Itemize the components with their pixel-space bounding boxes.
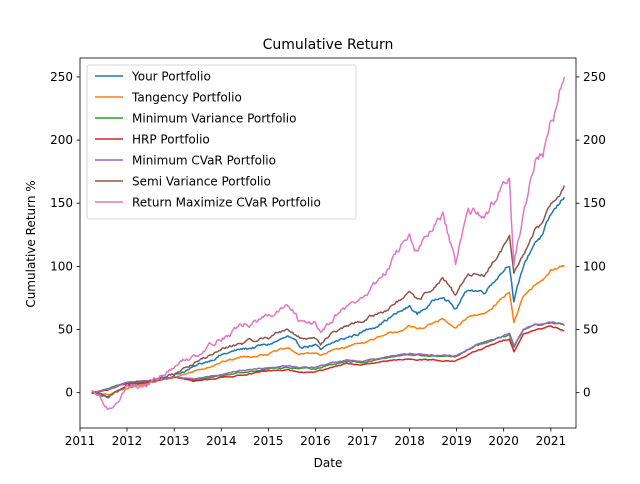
series-lines [91, 76, 566, 410]
x-tick-label: 2014 [206, 434, 237, 448]
series-line [91, 264, 565, 396]
x-tick-label: 2013 [159, 434, 190, 448]
legend-box [86, 64, 357, 220]
y-tick-label: 0 [65, 386, 73, 400]
series-line [91, 325, 565, 394]
legend-label: Tangency Portfolio [131, 91, 242, 105]
y-axis-label: Cumulative Return % [24, 180, 38, 307]
legend-label: Semi Variance Portfolio [132, 175, 271, 189]
axes: 2011 2012 2013 2014 2015 2016 2017 2018 2019 2020… [50, 57, 606, 448]
legend-label: Minimum CVaR Portfolio [132, 154, 276, 168]
y-tick-label: 200 [50, 133, 73, 147]
legend-label: HRP Portfolio [132, 133, 210, 147]
y-tick-label: 100 [50, 259, 73, 273]
x-tick-label: 2012 [112, 434, 143, 448]
x-tick-label: 2021 [536, 434, 567, 448]
y-tick-label-right: 200 [583, 133, 606, 147]
series-line [91, 76, 566, 410]
x-tick-label: 2011 [65, 434, 96, 448]
x-axis-label: Date [314, 456, 343, 470]
x-tick-label: 2015 [253, 434, 284, 448]
y-tick-label-right: 50 [583, 323, 598, 337]
series-line [91, 321, 565, 394]
x-tick-label: 2018 [394, 434, 425, 448]
x-tick-label: 2017 [347, 434, 378, 448]
y-tick-label-right: 250 [583, 70, 606, 84]
y-tick-label: 150 [50, 196, 73, 210]
x-tick-label: 2016 [300, 434, 331, 448]
y-tick-label-right: 0 [583, 386, 591, 400]
plot-frame [79, 57, 577, 429]
legend-label: Minimum Variance Portfolio [132, 112, 296, 126]
chart-title: Cumulative Return [263, 37, 394, 53]
x-tick-label: 2019 [441, 434, 472, 448]
series-line [91, 185, 565, 399]
y-tick-label-right: 100 [583, 259, 606, 273]
y-tick-label: 250 [50, 70, 73, 84]
series-line [91, 321, 565, 394]
legend-label: Your Portfolio [131, 70, 211, 84]
y-tick-label: 50 [58, 323, 73, 337]
legend: Your Portfolio Tangency Portfolio Minimum … [86, 64, 357, 220]
x-tick-label: 2020 [488, 434, 519, 448]
y-tick-label-right: 150 [583, 196, 606, 210]
series-line [91, 196, 565, 398]
legend-label: Return Maximize CVaR Portfolio [132, 196, 321, 210]
